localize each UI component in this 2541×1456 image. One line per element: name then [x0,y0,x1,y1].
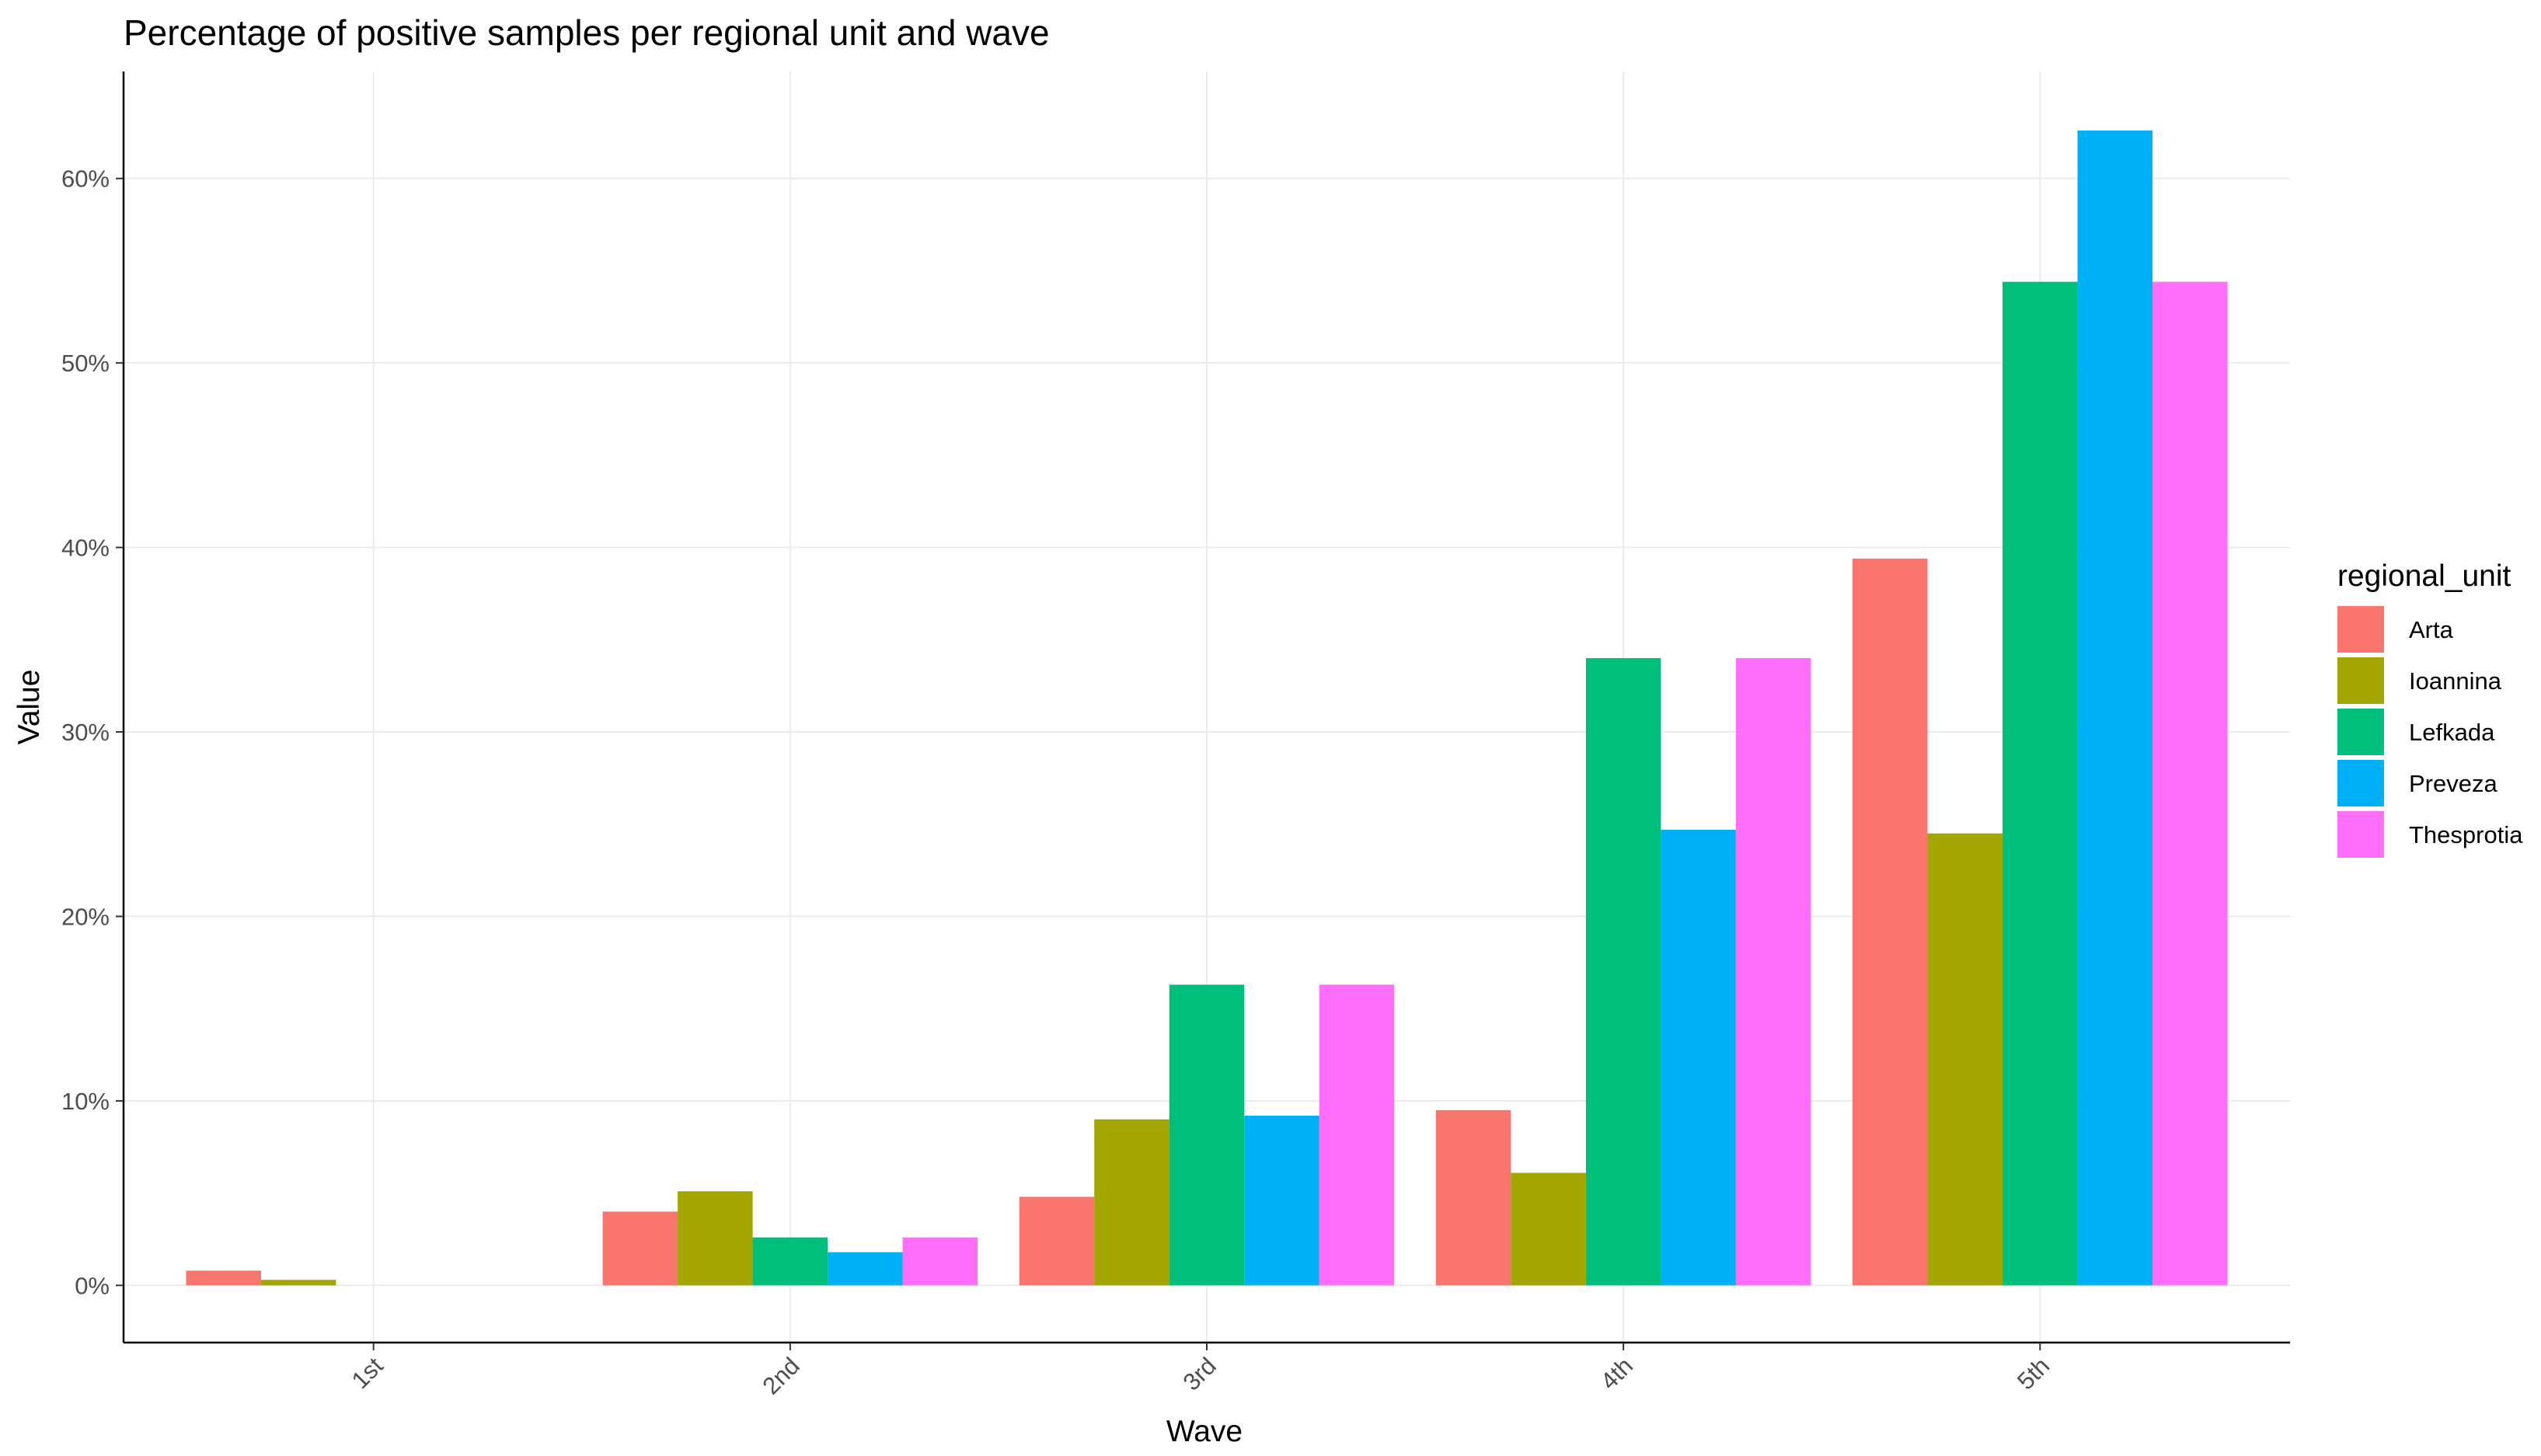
x-tick-label: 3rd [1178,1352,1222,1395]
bar [1244,1115,1319,1286]
bar [602,1211,678,1286]
bar [260,1280,336,1286]
bar [1511,1172,1586,1286]
bar [1735,658,1811,1286]
y-tick-label: 50% [61,350,110,377]
x-tick-label: 2nd [757,1352,804,1399]
legend-key [2337,760,2384,806]
bar [1094,1119,1169,1286]
chart-title: Percentage of positive samples per regio… [124,12,1050,53]
y-tick-label: 30% [61,719,110,746]
bar [828,1252,903,1286]
legend-key [2337,709,2384,755]
legend-key [2337,657,2384,704]
legend-label: Arta [2409,616,2454,643]
x-axis-ticks: 1st 2nd 3rd 4th 5th [347,1343,2055,1400]
bar [2077,130,2153,1286]
x-tick-label: 4th [1595,1352,1638,1395]
legend-label: Lefkada [2409,719,2495,746]
bar [186,1270,261,1286]
bar [678,1191,753,1286]
bar [1319,984,1395,1286]
y-tick-label: 0% [75,1272,110,1299]
bar [1585,658,1661,1286]
bar [1169,984,1245,1286]
y-axis-ticks: 0% 10% 20% 30% 40% 50% 60% [61,165,124,1299]
bar [1019,1196,1095,1286]
legend-label: Preveza [2409,770,2497,797]
bar [1853,558,1928,1286]
bar [2002,281,2078,1286]
legend-label: Ioannina [2409,667,2502,695]
y-axis-title: Value [12,670,46,745]
y-tick-label: 60% [61,165,110,193]
bars [186,130,2228,1286]
bar [902,1237,978,1286]
bar [1661,829,1736,1286]
x-tick-label: 1st [347,1352,389,1394]
legend-key [2337,811,2384,858]
legend-label: Thesprotia [2409,821,2523,848]
y-tick-label: 20% [61,904,110,931]
legend: regional_unit Arta Ioannina Lefkada Preveza… [2337,559,2523,858]
bar [752,1237,828,1286]
y-tick-label: 10% [61,1088,110,1115]
y-tick-label: 40% [61,535,110,562]
legend-key [2337,606,2384,653]
bar [1927,833,2003,1286]
x-axis-title: Wave [1166,1415,1243,1448]
x-tick-label: 5th [2012,1352,2055,1395]
legend-title: regional_unit [2337,559,2511,593]
bar [1435,1109,1511,1286]
bar [2152,281,2228,1286]
